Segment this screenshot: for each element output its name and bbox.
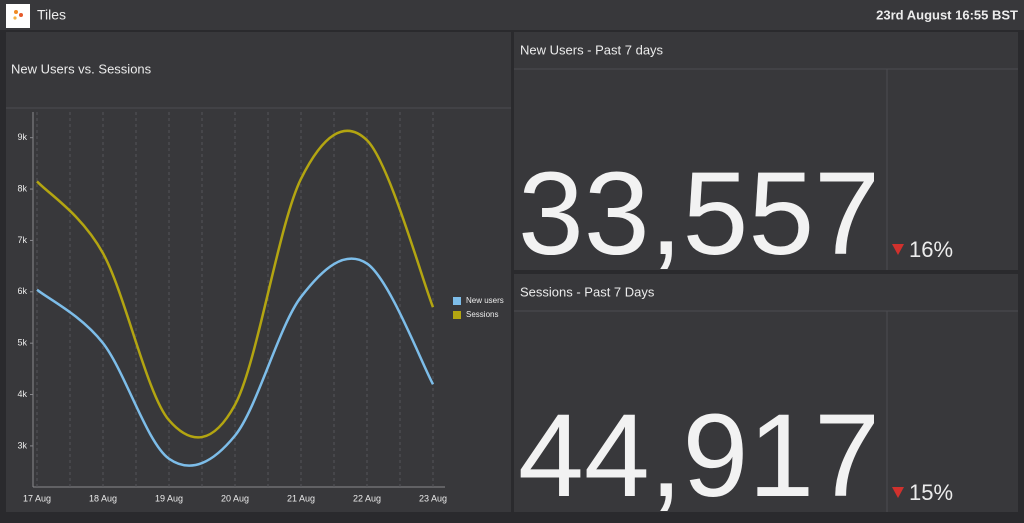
y-tick-label: 6k [17, 286, 27, 296]
top-bar [0, 0, 1024, 30]
y-tick-label: 8k [17, 183, 27, 193]
line [36, 129, 435, 439]
x-tick-label: 22 Aug [353, 493, 381, 503]
down-arrow [892, 487, 904, 498]
y-tick-label: 9k [17, 132, 27, 142]
app-title: Tiles [37, 7, 66, 23]
x-tick-label: 20 Aug [221, 493, 249, 503]
tile-title: New Users - Past 7 days [520, 42, 664, 57]
tile-title: Sessions - Past 7 Days [520, 284, 655, 299]
tile-value: 33,557 [518, 148, 880, 280]
x-tick-label: 17 Aug [23, 493, 51, 503]
tile [514, 274, 1018, 512]
x-tick-label: 21 Aug [287, 493, 315, 503]
y-tick-label: 4k [17, 389, 27, 399]
tile-value: 44,917 [518, 390, 880, 522]
legend-label: New users [466, 296, 504, 305]
legend-label: Sessions [466, 310, 498, 319]
chart-title: New Users vs. Sessions [11, 61, 152, 76]
down-arrow [892, 244, 904, 255]
datetime: 23rd August 16:55 BST [876, 7, 1018, 22]
line [36, 257, 435, 467]
x-tick-label: 23 Aug [419, 493, 447, 503]
y-tick-label: 5k [17, 338, 27, 348]
chart-panel [6, 32, 511, 512]
logo-dot [13, 16, 17, 20]
legend-swatch [453, 297, 461, 305]
y-tick-label: 3k [17, 440, 27, 450]
tile-change: 16% [909, 237, 953, 262]
tile [514, 32, 1018, 270]
logo [6, 4, 30, 28]
legend-swatch [453, 311, 461, 319]
x-tick-label: 19 Aug [155, 493, 183, 503]
logo-dot [14, 10, 18, 14]
logo-dot [19, 13, 23, 17]
y-tick-label: 7k [17, 235, 27, 245]
x-tick-label: 18 Aug [89, 493, 117, 503]
tile-change: 15% [909, 480, 953, 505]
